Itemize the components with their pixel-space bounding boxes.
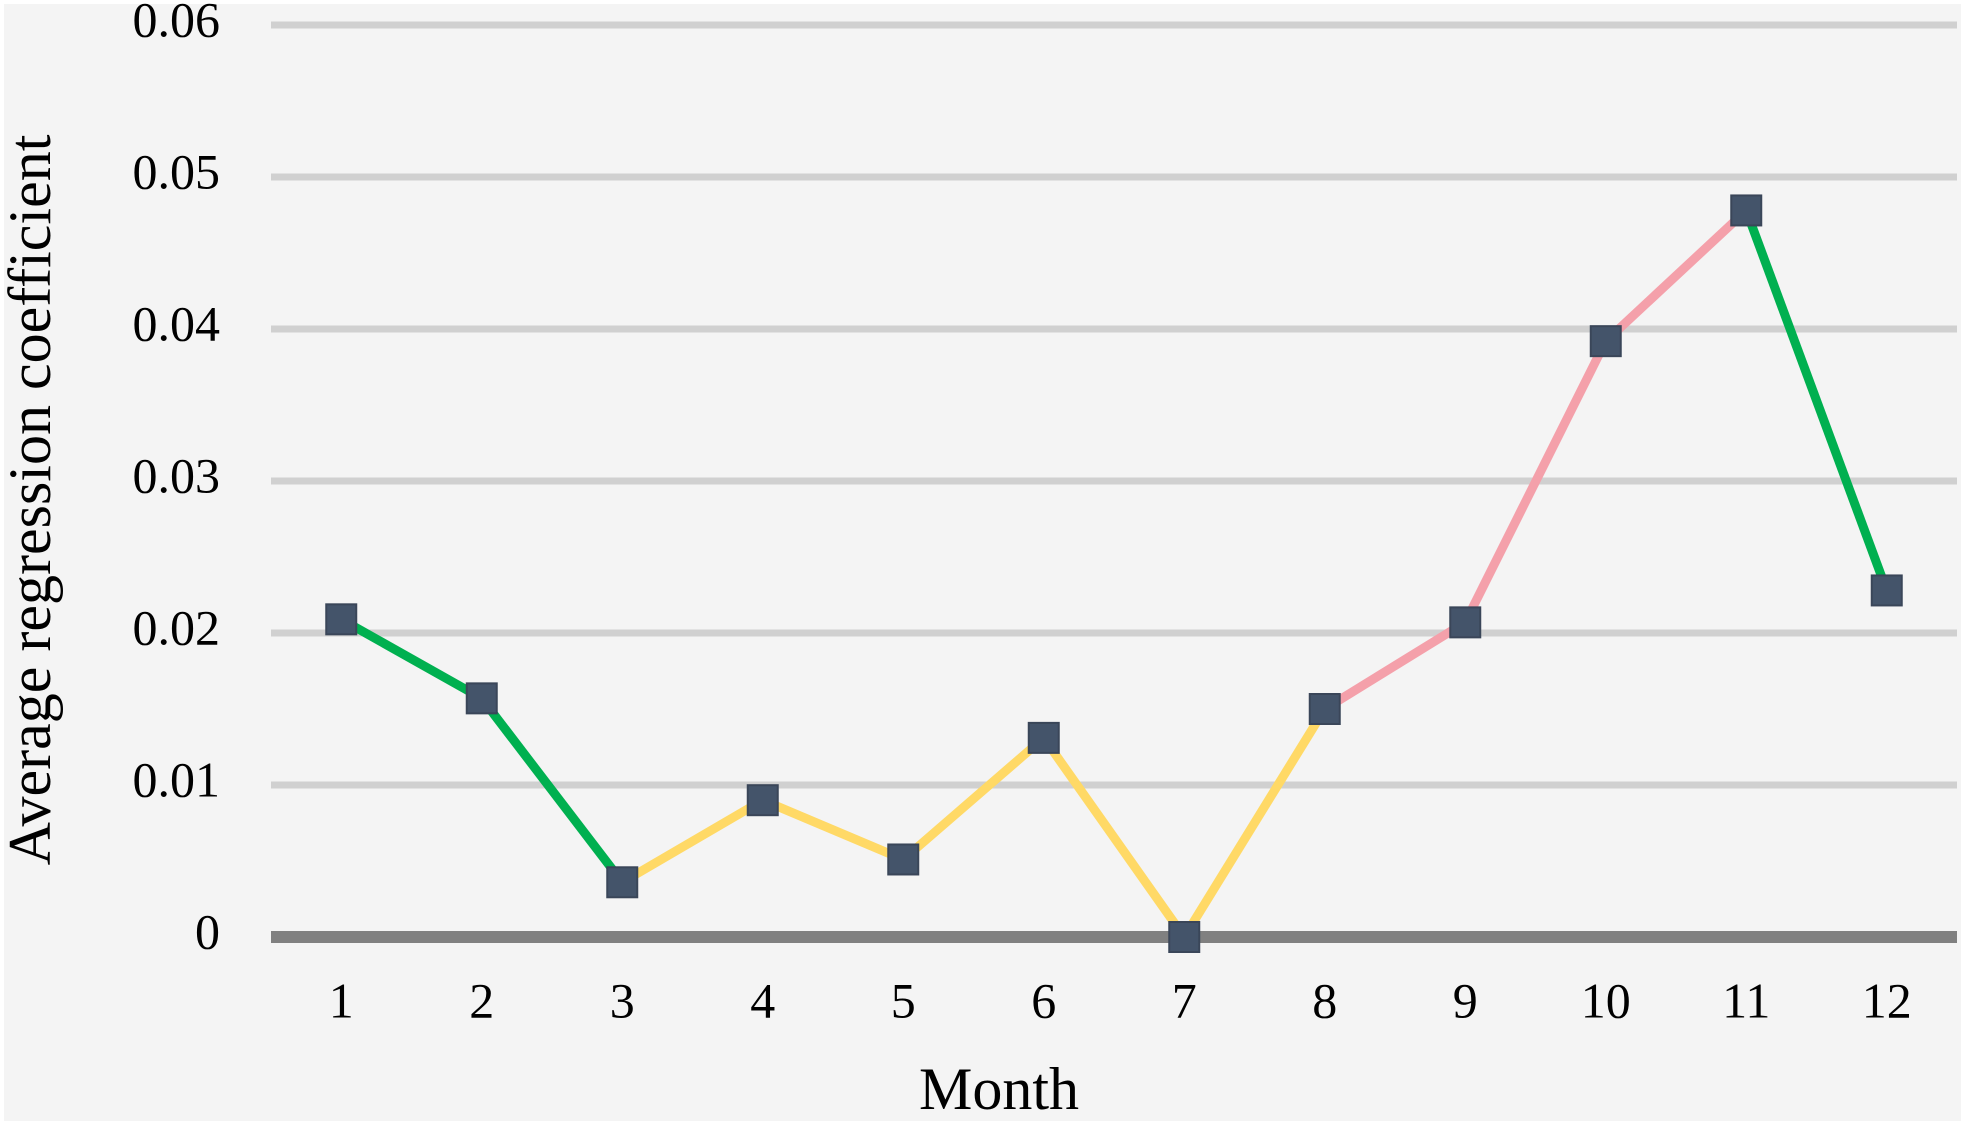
marker	[1027, 721, 1060, 754]
y-tick-label: 0.03	[133, 447, 221, 503]
line-segment	[900, 734, 1047, 863]
x-tick-label: 12	[1862, 972, 1912, 1028]
marker	[606, 866, 639, 899]
marker	[1730, 194, 1763, 227]
marker	[746, 784, 779, 817]
marker	[1589, 325, 1622, 358]
marker	[1308, 693, 1341, 725]
chart-background	[4, 4, 1961, 1121]
line-segment	[1180, 706, 1329, 940]
marker	[887, 843, 920, 876]
y-axis-label: Average regression coefficient	[0, 134, 63, 865]
line-segment	[478, 695, 626, 886]
line-segment	[1322, 618, 1468, 713]
y-tick-label: 0.06	[133, 0, 221, 47]
x-tick-label: 9	[1453, 972, 1478, 1028]
line-segment	[619, 796, 766, 887]
line-segment	[1742, 208, 1891, 593]
x-tick-label: 1	[329, 972, 354, 1028]
line-segment	[1602, 207, 1750, 345]
x-axis-label: Month	[919, 1056, 1079, 1122]
y-tick-label: 0.01	[133, 751, 221, 807]
x-tick-label: 4	[750, 972, 775, 1028]
x-tick-label: 3	[610, 972, 635, 1028]
x-tick-label: 7	[1172, 972, 1197, 1028]
x-tick-label: 8	[1312, 972, 1337, 1028]
x-tick-label: 6	[1031, 972, 1056, 1028]
x-tick-label: 5	[891, 972, 916, 1028]
line-segment	[761, 796, 905, 864]
y-tick-label: 0.02	[133, 599, 221, 655]
y-tick-label: 0	[195, 903, 220, 959]
marker	[1168, 921, 1201, 953]
x-tick-label: 2	[469, 972, 494, 1028]
line-segment	[1461, 339, 1610, 625]
y-tick-label: 0.05	[133, 143, 221, 199]
marker	[325, 603, 358, 636]
marker	[1449, 606, 1482, 639]
marker	[1870, 574, 1903, 607]
marker	[465, 682, 498, 715]
line-segment	[1040, 735, 1188, 940]
x-tick-label: 10	[1581, 972, 1631, 1028]
line-segment	[339, 615, 484, 703]
x-tick-label: 11	[1722, 972, 1770, 1028]
y-tick-label: 0.04	[133, 295, 221, 351]
